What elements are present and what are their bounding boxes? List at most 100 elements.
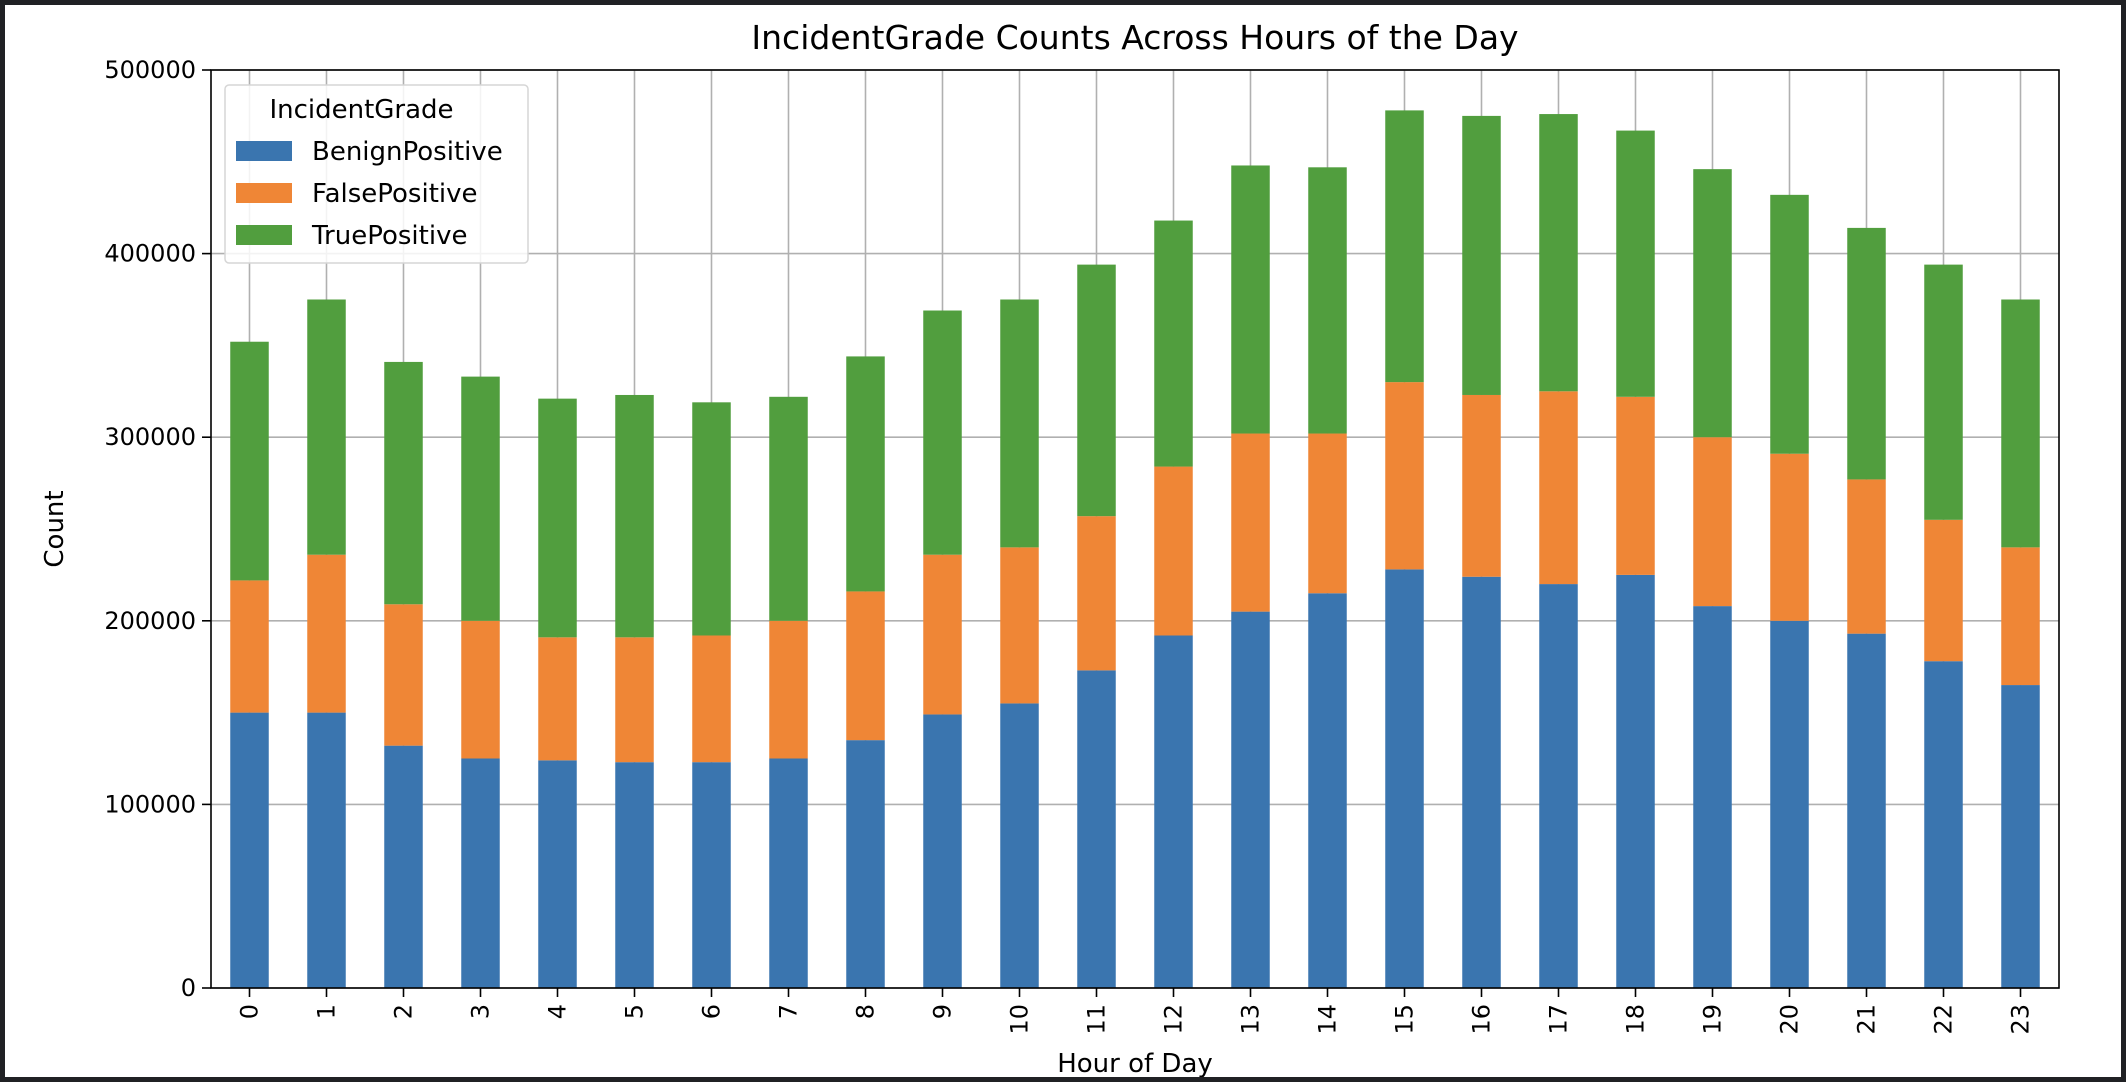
bar-falsepositive-hour-11 bbox=[1077, 516, 1116, 671]
bar-benignpositive-hour-21 bbox=[1847, 633, 1886, 988]
bar-benignpositive-hour-7 bbox=[769, 758, 808, 988]
bar-falsepositive-hour-7 bbox=[769, 620, 808, 759]
bar-falsepositive-hour-1 bbox=[307, 554, 346, 713]
bar-benignpositive-hour-0 bbox=[230, 712, 269, 988]
x-axis-label: Hour of Day bbox=[1057, 1049, 1213, 1077]
legend-swatch-falsepositive bbox=[236, 183, 292, 203]
y-tick-label: 500000 bbox=[104, 56, 196, 84]
x-tick-label: 8 bbox=[852, 1004, 880, 1019]
bar-falsepositive-hour-5 bbox=[615, 637, 654, 763]
y-tick-label: 200000 bbox=[104, 607, 196, 635]
bar-falsepositive-hour-19 bbox=[1693, 437, 1732, 607]
x-tick-label: 16 bbox=[1468, 1004, 1496, 1035]
chart-title: IncidentGrade Counts Across Hours of the… bbox=[751, 18, 1518, 57]
bar-truepositive-hour-19 bbox=[1693, 169, 1732, 438]
bar-benignpositive-hour-19 bbox=[1693, 606, 1732, 988]
bar-truepositive-hour-1 bbox=[307, 299, 346, 555]
x-tick-label: 11 bbox=[1083, 1004, 1111, 1035]
bar-falsepositive-hour-18 bbox=[1616, 396, 1655, 575]
bar-truepositive-hour-12 bbox=[1154, 220, 1193, 467]
x-tick-label: 18 bbox=[1622, 1004, 1650, 1035]
bar-falsepositive-hour-0 bbox=[230, 580, 269, 713]
bar-benignpositive-hour-3 bbox=[461, 758, 500, 988]
bar-truepositive-hour-7 bbox=[769, 396, 808, 621]
bar-benignpositive-hour-11 bbox=[1077, 670, 1116, 988]
bar-truepositive-hour-16 bbox=[1462, 115, 1501, 395]
bar-benignpositive-hour-9 bbox=[923, 714, 962, 988]
bar-benignpositive-hour-6 bbox=[692, 762, 731, 988]
bar-falsepositive-hour-23 bbox=[2001, 547, 2040, 686]
x-tick-label: 0 bbox=[236, 1004, 264, 1019]
x-tick-label: 4 bbox=[544, 1004, 572, 1019]
bar-falsepositive-hour-21 bbox=[1847, 479, 1886, 634]
y-axis-label: Count bbox=[40, 490, 70, 567]
bar-benignpositive-hour-14 bbox=[1308, 593, 1347, 988]
bar-benignpositive-hour-13 bbox=[1231, 611, 1270, 988]
x-tick-label: 13 bbox=[1237, 1004, 1265, 1035]
x-tick-label: 19 bbox=[1699, 1004, 1727, 1035]
bar-truepositive-hour-9 bbox=[923, 310, 962, 555]
legend: IncidentGrade BenignPositive FalsePositiv… bbox=[224, 84, 529, 264]
legend-label-truepositive: TruePositive bbox=[311, 221, 467, 251]
y-tick-label: 100000 bbox=[104, 790, 196, 818]
bar-benignpositive-hour-15 bbox=[1385, 569, 1424, 988]
plot-area-frame bbox=[210, 69, 2060, 989]
bar-benignpositive-hour-16 bbox=[1462, 576, 1501, 988]
bar-benignpositive-hour-22 bbox=[1924, 661, 1963, 988]
bar-truepositive-hour-0 bbox=[230, 341, 269, 581]
x-tick-label: 21 bbox=[1853, 1004, 1881, 1035]
x-tick-label: 1 bbox=[313, 1004, 341, 1019]
bar-truepositive-hour-11 bbox=[1077, 264, 1116, 517]
bar-truepositive-hour-17 bbox=[1539, 114, 1578, 392]
x-tick-label: 7 bbox=[775, 1004, 803, 1019]
bar-falsepositive-hour-6 bbox=[692, 635, 731, 763]
bar-truepositive-hour-21 bbox=[1847, 227, 1886, 480]
figure-canvas: 0 100000 200000 300000 400000 500000 0 1 2 3 4 5 6 7 8… bbox=[5, 5, 2121, 1077]
bar-truepositive-hour-13 bbox=[1231, 165, 1270, 434]
bar-truepositive-hour-3 bbox=[461, 376, 500, 621]
bar-falsepositive-hour-16 bbox=[1462, 394, 1501, 577]
bar-truepositive-hour-4 bbox=[538, 398, 577, 638]
bar-falsepositive-hour-13 bbox=[1231, 433, 1270, 612]
legend-box bbox=[224, 84, 529, 264]
bar-truepositive-hour-20 bbox=[1770, 194, 1809, 454]
legend-label-falsepositive: FalsePositive bbox=[312, 179, 478, 209]
legend-swatch-truepositive bbox=[236, 225, 292, 245]
bar-falsepositive-hour-20 bbox=[1770, 453, 1809, 621]
y-tick-label: 400000 bbox=[104, 240, 196, 268]
bar-truepositive-hour-5 bbox=[615, 394, 654, 638]
bar-benignpositive-hour-10 bbox=[1000, 703, 1039, 988]
bar-falsepositive-hour-22 bbox=[1924, 519, 1963, 662]
bar-falsepositive-hour-2 bbox=[384, 604, 423, 746]
bar-benignpositive-hour-1 bbox=[307, 712, 346, 988]
x-tick-label: 22 bbox=[1930, 1004, 1958, 1035]
x-tick-label: 17 bbox=[1545, 1004, 1573, 1035]
bar-truepositive-hour-15 bbox=[1385, 110, 1424, 383]
bar-truepositive-hour-23 bbox=[2001, 299, 2040, 548]
x-tick-label: 12 bbox=[1160, 1004, 1188, 1035]
bar-truepositive-hour-8 bbox=[846, 356, 885, 592]
x-tick-label: 23 bbox=[2007, 1004, 2035, 1035]
legend-title: IncidentGrade bbox=[269, 95, 453, 125]
x-tick-label: 20 bbox=[1776, 1004, 1804, 1035]
y-tick-label: 300000 bbox=[104, 423, 196, 451]
bar-benignpositive-hour-8 bbox=[846, 740, 885, 988]
bar-falsepositive-hour-15 bbox=[1385, 382, 1424, 570]
x-tick-label: 3 bbox=[467, 1004, 495, 1019]
bar-benignpositive-hour-17 bbox=[1539, 584, 1578, 988]
x-tick-label: 9 bbox=[929, 1004, 957, 1019]
bar-falsepositive-hour-17 bbox=[1539, 391, 1578, 585]
x-tick-label: 15 bbox=[1391, 1004, 1419, 1035]
bar-benignpositive-hour-23 bbox=[2001, 685, 2040, 988]
legend-label-benignpositive: BenignPositive bbox=[312, 137, 503, 167]
legend-swatch-benignpositive bbox=[236, 141, 292, 161]
bar-falsepositive-hour-8 bbox=[846, 591, 885, 741]
bar-truepositive-hour-2 bbox=[384, 361, 423, 605]
bar-falsepositive-hour-4 bbox=[538, 637, 577, 761]
bar-layer bbox=[230, 110, 2040, 988]
bar-falsepositive-hour-10 bbox=[1000, 547, 1039, 704]
x-tick-label: 10 bbox=[1006, 1004, 1034, 1035]
